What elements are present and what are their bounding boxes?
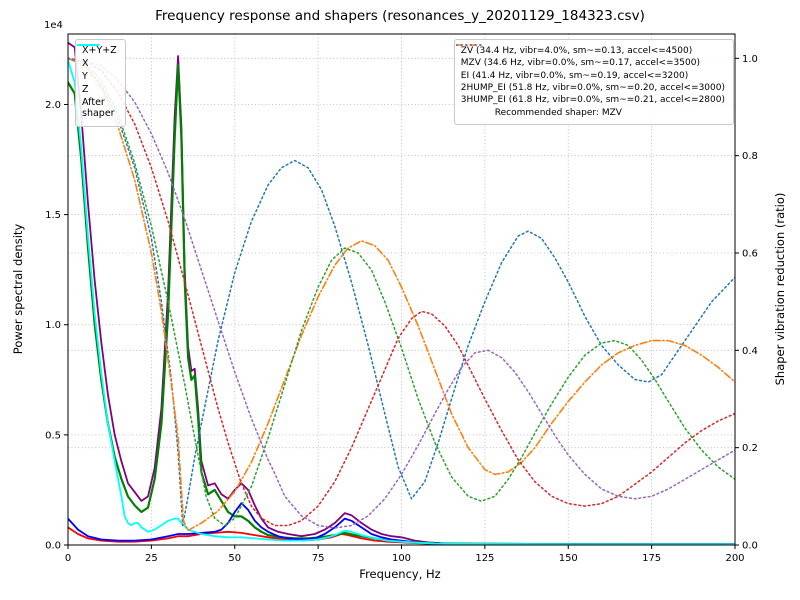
x-tick-label: 25 — [145, 553, 158, 564]
legend-line-sample — [455, 44, 482, 46]
legend-item-ei: EI (41.4 Hz, vibr=0.0%, sm~=0.19, accel<… — [455, 44, 725, 81]
x-tick-label: 175 — [642, 553, 661, 564]
y-left-tick-label: 0.5 — [45, 430, 61, 441]
legend-item-x: X — [77, 44, 117, 70]
legend-line-sample — [455, 44, 482, 46]
y-left-tick-label: 1.0 — [45, 320, 61, 331]
x-axis-label: Frequency, Hz — [359, 567, 441, 581]
y-left-tick-label: 2.0 — [45, 100, 61, 111]
legend-note: Recommended shaper: MZV — [461, 108, 725, 118]
series-mzv — [68, 57, 735, 532]
x-tick-label: 200 — [725, 553, 744, 564]
legend-line-sample — [77, 44, 99, 46]
y-left-tick-label: 1.5 — [45, 210, 61, 221]
y-left-tick-label: 0.0 — [45, 541, 61, 552]
legend-item-label: X — [82, 57, 89, 69]
series-zv — [68, 57, 735, 527]
y-right-tick-label: 0.6 — [742, 249, 758, 260]
legend-item-label: Z — [82, 83, 89, 95]
legend-item-z: Z — [77, 44, 117, 96]
legend-item-label: X+Y+Z — [82, 45, 117, 56]
y-right-tick-label: 0.2 — [742, 443, 758, 454]
series-2hump_ei — [68, 57, 735, 527]
legend-item-label: 3HUMP_EI (61.8 Hz, vibr=0.0%, sm~=0.21, … — [460, 95, 725, 106]
legend-item-label: MZV (34.6 Hz, vibr=0.0%, sm~=0.17, accel… — [460, 58, 700, 69]
recommended-shaper-note: Recommended shaper: MZV — [494, 107, 622, 118]
y-axis-label-left: Power spectral density — [11, 223, 25, 355]
y-right-tick-label: 0.8 — [742, 151, 758, 162]
y-right-tick-label: 0.4 — [742, 346, 758, 357]
chart-title: Frequency response and shapers (resonanc… — [155, 8, 645, 24]
legend-item-label: ZV (34.4 Hz, vibr=4.0%, sm~=0.13, accel<… — [460, 46, 693, 56]
legend-item-after: After shaper — [77, 44, 117, 120]
legend-item-label: EI (41.4 Hz, vibr=0.0%, sm~=0.19, accel<… — [460, 70, 689, 81]
x-tick-label: 50 — [228, 553, 241, 564]
x-tick-label: 0 — [65, 553, 71, 564]
series-z — [68, 502, 735, 545]
y-right-tick-label: 1.0 — [742, 54, 758, 65]
x-tick-label: 150 — [559, 553, 578, 564]
series-ei — [68, 57, 735, 527]
y-axis-label-right: Shaper vibration reduction (ratio) — [773, 192, 787, 386]
legend-item-y: Y — [77, 44, 117, 83]
x-tick-label: 75 — [312, 553, 325, 564]
legend-item-label: After shaper — [82, 96, 115, 119]
legend-item-3hump_ei: 3HUMP_EI (61.8 Hz, vibr=0.0%, sm~=0.21, … — [455, 44, 725, 106]
legend-item-label: Y — [82, 70, 88, 82]
legend-item-label: 2HUMP_EI (51.8 Hz, vibr=0.0%, sm~=0.20, … — [460, 83, 725, 94]
legend-item-zv: ZV (34.4 Hz, vibr=4.0%, sm~=0.13, accel<… — [455, 44, 725, 56]
series-after-shaper — [68, 59, 735, 545]
x-tick-label: 100 — [392, 553, 411, 564]
series-x+y+z — [68, 41, 735, 545]
legend-shapers: ZV (34.4 Hz, vibr=4.0%, sm~=0.13, accel<… — [453, 39, 734, 126]
legend-item-mzv: MZV (34.6 Hz, vibr=0.0%, sm~=0.17, accel… — [455, 44, 725, 69]
series-3hump_ei — [68, 57, 735, 529]
y-axis-offset-text: 1e4 — [44, 20, 63, 31]
legend-psd: X+Y+Z X Y Z After shaper — [75, 39, 126, 127]
legend-item-2hump_ei: 2HUMP_EI (51.8 Hz, vibr=0.0%, sm~=0.20, … — [455, 44, 725, 94]
y-right-tick-label: 0.0 — [742, 541, 758, 552]
x-tick-label: 125 — [475, 553, 494, 564]
